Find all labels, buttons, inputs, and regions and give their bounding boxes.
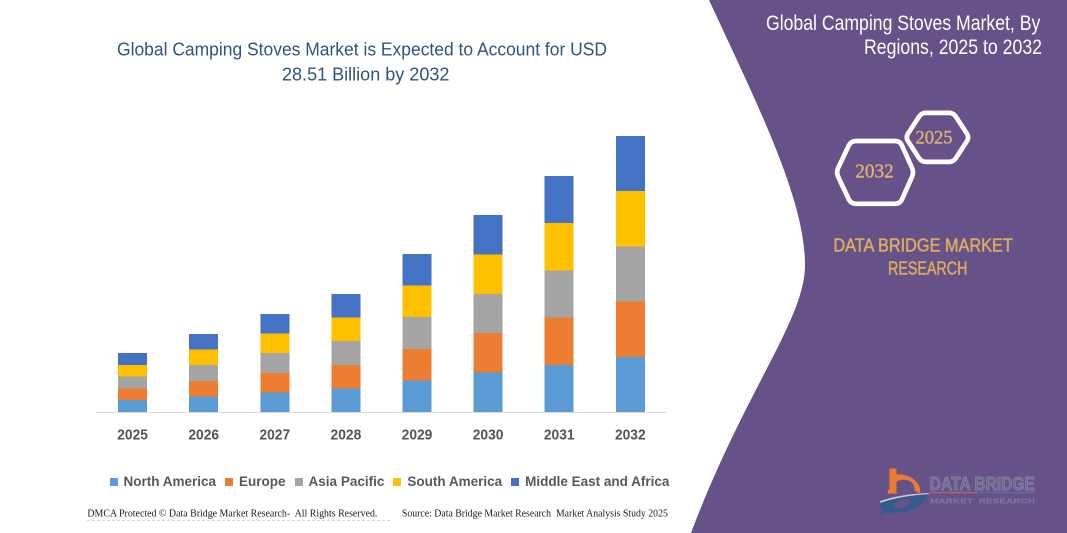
svg-text:2032: 2032 <box>855 160 893 182</box>
svg-text:Source: Data Bridge Market Res: Source: Data Bridge Market Research Mark… <box>402 508 668 520</box>
svg-text:DATA BRIDGE MARKET: DATA BRIDGE MARKET <box>833 235 1012 256</box>
svg-text:Regions, 2025 to 2032: Regions, 2025 to 2032 <box>864 36 1042 59</box>
svg-text:2026: 2026 <box>188 427 219 444</box>
svg-text:2029: 2029 <box>402 427 433 444</box>
svg-text:2025: 2025 <box>117 427 148 444</box>
svg-text:MARKET RESEARCH: MARKET RESEARCH <box>930 497 1035 506</box>
svg-text:DATA BRIDGE: DATA BRIDGE <box>930 474 1035 494</box>
svg-text:2031: 2031 <box>544 427 575 444</box>
svg-text:2032: 2032 <box>615 427 646 444</box>
svg-text:2030: 2030 <box>473 427 504 444</box>
svg-text:28.51 Billion by 2032: 28.51 Billion by 2032 <box>282 64 449 84</box>
svg-text:DMCA Protected © Data Bridge M: DMCA Protected © Data Bridge Market Rese… <box>87 508 377 520</box>
svg-text:Global Camping Stoves Market,: Global Camping Stoves Market, By <box>766 12 1041 35</box>
svg-text:2028: 2028 <box>331 427 362 444</box>
svg-text:RESEARCH: RESEARCH <box>888 257 967 278</box>
svg-text:Global Camping Stoves Market i: Global Camping Stoves Market is Expected… <box>117 40 607 60</box>
svg-text:2027: 2027 <box>259 427 290 444</box>
svg-text:2025: 2025 <box>915 128 952 149</box>
